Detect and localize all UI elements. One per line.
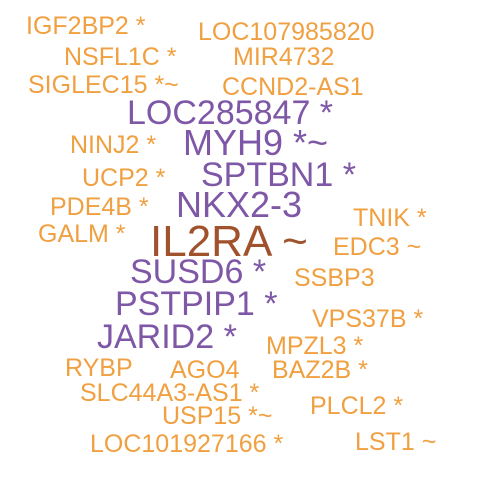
- word-plcl2: PLCL2 *: [310, 392, 404, 420]
- word-ninj2: NINJ2 *: [70, 131, 157, 159]
- word-mir4732: MIR4732: [233, 43, 335, 71]
- word-ucp2: UCP2 *: [82, 164, 166, 192]
- word-siglec15: SIGLEC15 *~: [28, 71, 179, 99]
- word-nsfl1c: NSFL1C *: [64, 43, 177, 71]
- word-slc44a3-as1: SLC44A3-AS1 *: [80, 379, 260, 407]
- word-rybp: RYBP: [65, 354, 133, 382]
- word-galm: GALM *: [38, 220, 126, 248]
- word-myh9: MYH9 *~: [183, 122, 329, 163]
- word-vps37b: VPS37B *: [312, 305, 424, 333]
- word-tnik: TNIK *: [353, 204, 427, 232]
- word-lst1: LST1 ~: [355, 428, 437, 456]
- word-susd6: SUSD6 *: [130, 253, 267, 291]
- word-loc107985820: LOC107985820: [198, 18, 375, 46]
- word-ccnd2-as1: CCND2-AS1: [222, 73, 364, 101]
- word-ssbp3: SSBP3: [294, 264, 375, 292]
- word-pde4b: PDE4B *: [50, 193, 149, 221]
- word-igf2bp2: IGF2BP2 *: [26, 12, 146, 40]
- word-usp15: USP15 *~: [162, 402, 273, 430]
- word-mpzl3: MPZL3 *: [266, 332, 364, 360]
- word-edc3: EDC3 ~: [333, 233, 422, 261]
- word-nkx2-3: NKX2-3: [176, 184, 303, 225]
- word-loc101927166: LOC101927166 *: [90, 430, 284, 458]
- word-sptbn1: SPTBN1 *: [201, 156, 356, 194]
- word-il2ra: IL2RA ~: [150, 217, 308, 266]
- word-jarid2: JARID2 *: [97, 318, 237, 356]
- word-loc285847: LOC285847 *: [127, 94, 334, 132]
- word-baz2b: BAZ2B *: [272, 356, 368, 384]
- word-ago4: AGO4: [170, 356, 240, 384]
- word-pstpip1: PSTPIP1 *: [115, 285, 278, 323]
